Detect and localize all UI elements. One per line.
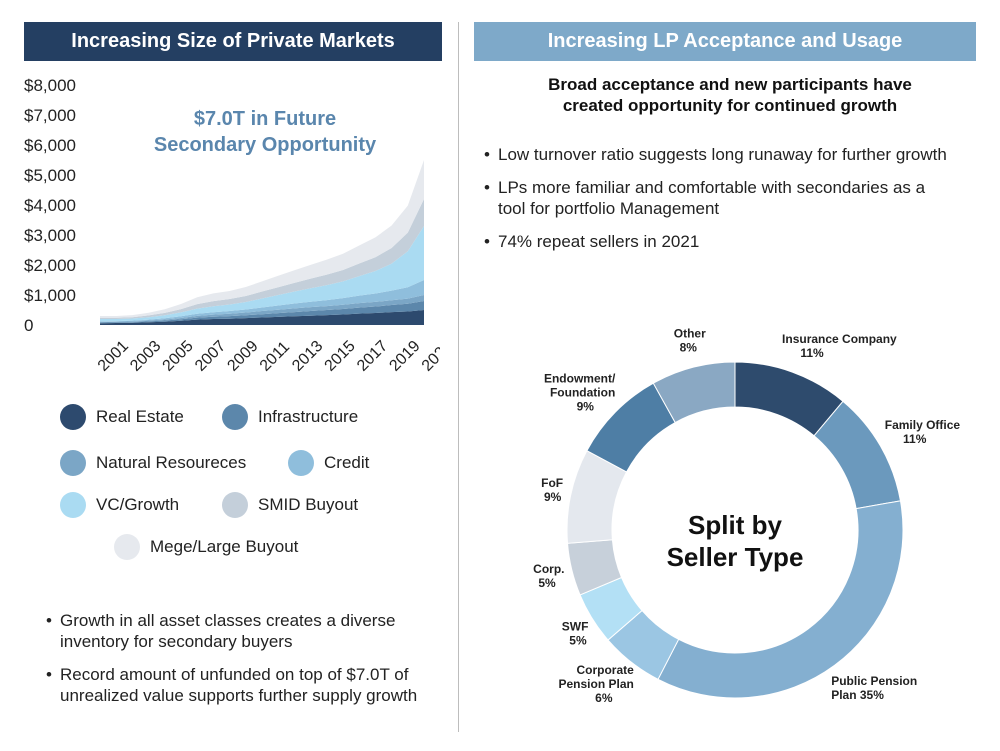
legend-item-infrastructure: Infrastructure bbox=[222, 404, 358, 430]
donut-label-percent: 8% bbox=[680, 340, 698, 354]
donut-label-name: Family Office bbox=[885, 418, 961, 432]
legend-item-real-estate: Real Estate bbox=[60, 404, 184, 430]
donut-slice-other bbox=[652, 361, 736, 424]
right-subtitle-line-1: Broad acceptance and new participants ha… bbox=[548, 75, 912, 94]
legend-label-mega-large-buyout: Mege/Large Buyout bbox=[150, 537, 299, 556]
donut-label-name: Insurance Company bbox=[782, 332, 897, 346]
y-tick-label: $3,000 bbox=[24, 226, 76, 245]
left-bullet-1: Growth in all asset classes creates a di… bbox=[46, 610, 436, 652]
donut-label-percent: 9% bbox=[544, 490, 562, 504]
area-series-vc-growth bbox=[100, 226, 424, 322]
x-tick-label: 2013 bbox=[289, 338, 326, 375]
area-series-credit bbox=[100, 280, 424, 322]
donut-label-name: Corporate bbox=[576, 663, 634, 677]
right-subtitle-line-2: created opportunity for continued growth bbox=[562, 96, 898, 115]
legend-item-smid-buyout: SMID Buyout bbox=[222, 492, 358, 518]
y-tick-label: $7,000 bbox=[24, 106, 76, 125]
legend-item-natural-resources: Natural Resoureces bbox=[60, 450, 246, 476]
right-bullet-1: Low turnover ratio suggests long runaway… bbox=[484, 144, 954, 165]
legend-label-real-estate: Real Estate bbox=[96, 407, 184, 426]
donut-label-percent: 5% bbox=[538, 576, 556, 590]
legend-swatch-infrastructure bbox=[222, 404, 248, 430]
chart-annotation-line-2: Secondary Opportunity bbox=[154, 134, 377, 156]
legend-swatch-credit bbox=[288, 450, 314, 476]
donut-label-name: Pension Plan bbox=[558, 677, 633, 691]
legend-swatch-smid-buyout bbox=[222, 492, 248, 518]
y-tick-label: $4,000 bbox=[24, 196, 76, 215]
legend-label-natural-resources: Natural Resoureces bbox=[96, 453, 247, 472]
donut-label-name: Foundation bbox=[550, 386, 615, 400]
donut-label-name: Public Pension bbox=[831, 674, 917, 688]
right-bullet-3: 74% repeat sellers in 2021 bbox=[484, 231, 954, 252]
panel-divider bbox=[458, 22, 459, 732]
donut-slice-public-pension-plan-35 bbox=[657, 500, 904, 699]
x-tick-label: 2005 bbox=[160, 338, 197, 375]
legend-swatch-mega-large-buyout bbox=[114, 534, 140, 560]
legend-label-infrastructure: Infrastructure bbox=[258, 407, 359, 426]
donut-label-name: Corp. bbox=[533, 562, 564, 576]
donut-center-title-line-2: Seller Type bbox=[667, 542, 804, 572]
legend-swatch-vc-growth bbox=[60, 492, 86, 518]
x-tick-label: 2007 bbox=[192, 338, 229, 375]
chart-annotation-line-1: $7.0T in Future bbox=[194, 108, 336, 130]
x-tick-label: 2019 bbox=[386, 338, 423, 375]
right-bullet-list: Low turnover ratio suggests long runaway… bbox=[484, 144, 954, 264]
x-tick-label: 2017 bbox=[354, 338, 391, 375]
left-bullet-2: Record amount of unfunded on top of $7.0… bbox=[46, 664, 436, 706]
y-tick-label: $2,000 bbox=[24, 256, 76, 275]
y-tick-label: 0 bbox=[24, 316, 33, 335]
right-subtitle: Broad acceptance and new participants ha… bbox=[490, 74, 970, 116]
donut-label-name: Plan 35% bbox=[831, 688, 884, 702]
donut-label-percent: 11% bbox=[903, 432, 927, 446]
donut-label-name: SWF bbox=[562, 619, 589, 633]
donut-label-corp: Corp.5% bbox=[533, 562, 564, 590]
donut-label-percent: 5% bbox=[569, 633, 587, 647]
legend-label-vc-growth: VC/Growth bbox=[96, 495, 180, 514]
x-tick-label: 2021 bbox=[419, 338, 440, 375]
x-tick-label: 2003 bbox=[127, 338, 164, 375]
donut-center-title-line-1: Split by bbox=[688, 510, 782, 540]
legend-label-credit: Credit bbox=[324, 453, 370, 472]
private-markets-area-chart: 0 $1,000 $2,000 $3,000 $4,000 $5,000 $6,000 $7,… bbox=[24, 76, 440, 375]
area-series-infrastructure bbox=[100, 301, 424, 324]
area-series-smid-buyout bbox=[100, 199, 424, 319]
legend-item-vc-growth: VC/Growth bbox=[60, 492, 179, 518]
right-header: Increasing LP Acceptance and Usage bbox=[474, 22, 976, 61]
left-header: Increasing Size of Private Markets bbox=[24, 22, 442, 61]
x-tick-label: 2011 bbox=[257, 338, 293, 374]
donut-label-name: FoF bbox=[541, 476, 563, 490]
x-tick-label: 2015 bbox=[322, 338, 359, 375]
x-tick-label: 2001 bbox=[95, 338, 132, 375]
legend-label-smid-buyout: SMID Buyout bbox=[258, 495, 359, 514]
x-tick-label: 2009 bbox=[224, 338, 261, 375]
donut-label-percent: 9% bbox=[577, 400, 595, 414]
donut-label-percent: 11% bbox=[800, 346, 824, 360]
legend-swatch-real-estate bbox=[60, 404, 86, 430]
y-tick-label: $5,000 bbox=[24, 166, 76, 185]
area-series-mege-large-buyout bbox=[100, 160, 424, 318]
left-bullet-list: Growth in all asset classes creates a di… bbox=[46, 610, 436, 718]
y-tick-label: $6,000 bbox=[24, 136, 76, 155]
y-tick-label: $8,000 bbox=[24, 76, 76, 95]
donut-label-percent: 6% bbox=[595, 691, 613, 705]
legend-item-mega-large-buyout: Mege/Large Buyout bbox=[114, 534, 298, 560]
donut-label-name: Other bbox=[674, 326, 706, 340]
donut-label-name: Endowment/ bbox=[544, 372, 616, 386]
legend-swatch-natural-resources bbox=[60, 450, 86, 476]
y-tick-label: $1,000 bbox=[24, 286, 76, 305]
right-bullet-2: LPs more familiar and comfortable with s… bbox=[484, 177, 954, 219]
legend-item-credit: Credit bbox=[288, 450, 369, 476]
